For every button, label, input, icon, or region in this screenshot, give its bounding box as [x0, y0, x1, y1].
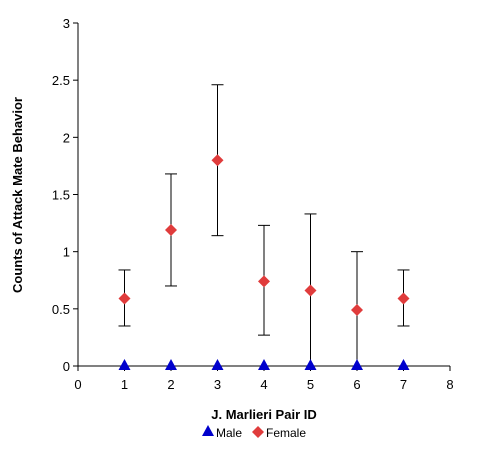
- legend-label: Female: [266, 426, 306, 440]
- x-tick-label: 6: [353, 377, 360, 392]
- female-marker: [351, 303, 363, 316]
- x-axis-title: J. Marlieri Pair ID: [211, 407, 317, 422]
- axes-layer: 0 0.5 1 1.5 2 2.5 3 0 1 2 3 4 5 6 7 8: [52, 16, 454, 392]
- y-tick-label: 0.5: [52, 302, 70, 317]
- female-marker: [304, 284, 317, 297]
- male-marker: [118, 359, 131, 370]
- error-bars-layer: [118, 84, 410, 367]
- x-tick-label: 1: [121, 377, 128, 392]
- male-marker: [258, 359, 270, 370]
- markers-layer: [118, 154, 410, 370]
- legend: Male Female: [202, 425, 306, 440]
- y-axis-title: Counts of Attack Mate Behavior: [10, 97, 25, 293]
- male-marker: [351, 359, 363, 370]
- y-tick-label: 1.5: [52, 188, 70, 203]
- legend-label: Male: [216, 426, 242, 440]
- male-marker: [397, 359, 410, 370]
- male-marker: [165, 359, 177, 370]
- female-marker: [397, 292, 410, 305]
- x-tick-label: 5: [307, 377, 314, 392]
- x-tick-label: 2: [167, 377, 174, 392]
- y-tick-label: 0: [63, 359, 70, 374]
- female-marker: [118, 292, 131, 305]
- female-marker: [258, 275, 270, 288]
- x-tick-label: 7: [400, 377, 407, 392]
- male-marker: [304, 359, 317, 370]
- x-tick-label: 3: [214, 377, 221, 392]
- male-marker: [211, 359, 224, 370]
- x-tick-label: 4: [260, 377, 267, 392]
- legend-female-marker: [252, 426, 264, 438]
- female-marker: [165, 223, 177, 236]
- y-tick-label: 2.5: [52, 73, 70, 88]
- x-tick-label: 8: [446, 377, 453, 392]
- female-marker: [211, 154, 224, 167]
- legend-male-marker: [202, 425, 214, 436]
- y-tick-label: 1: [63, 245, 70, 260]
- y-tick-label: 3: [63, 16, 70, 31]
- x-tick-label: 0: [74, 377, 81, 392]
- y-tick-label: 2: [63, 130, 70, 145]
